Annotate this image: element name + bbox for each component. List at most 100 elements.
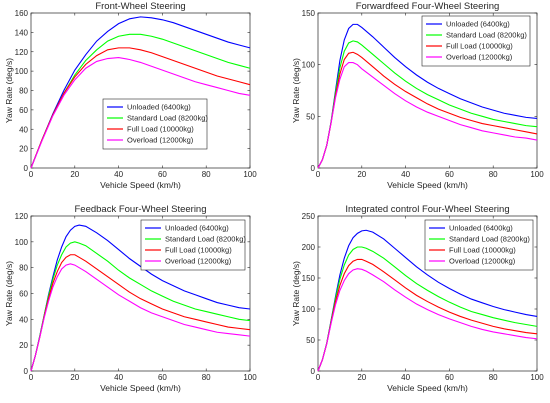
x-tick-label: 100 (530, 170, 544, 179)
series-line-4 (317, 62, 538, 169)
x-tick-label: 60 (445, 170, 454, 179)
x-tick-label: 80 (202, 373, 211, 382)
x-tick-label: 40 (114, 373, 123, 382)
legend-entry: Overload (12000kg) (446, 53, 513, 62)
legend-entry: Full Load (10000kg) (449, 246, 516, 255)
x-tick-label: 40 (401, 170, 410, 179)
chart-panel-4: Integrated control Four-Wheel Steering 0 2… (291, 204, 544, 393)
x-tick-label: 80 (489, 373, 498, 382)
y-tick-label: 0 (24, 367, 29, 376)
y-tick-label: 40 (19, 315, 28, 324)
y-axis-label: Yaw Rate (deg/s) (291, 261, 301, 326)
legend-entry: Unloaded (6400kg) (449, 224, 513, 233)
series-line-1 (317, 229, 538, 372)
series-line-3 (30, 254, 251, 372)
legend-entry: Unloaded (6400kg) (127, 103, 191, 112)
series-line-4 (317, 268, 538, 372)
y-tick-label: 80 (19, 264, 28, 273)
series-line-3 (317, 51, 538, 169)
x-tick-label: 100 (243, 373, 257, 382)
x-axis-label: Vehicle Speed (km/h) (387, 383, 468, 393)
y-tick-label: 0 (24, 164, 29, 173)
y-tick-label: 250 (302, 212, 316, 221)
legend: Unloaded (6400kg) Standard Load (8200kg) F… (140, 219, 246, 271)
series-line-2 (317, 40, 538, 169)
y-tick-label: 100 (302, 305, 316, 314)
legend-entry: Overload (12000kg) (127, 136, 194, 145)
x-tick-label: 20 (357, 170, 366, 179)
legend-entry: Standard Load (8200kg) (127, 114, 208, 123)
y-tick-label: 100 (15, 67, 29, 76)
y-tick-label: 60 (19, 290, 28, 299)
x-axis-label: Vehicle Speed (km/h) (387, 180, 468, 190)
y-axis-label: Yaw Rate (deg/s) (4, 261, 14, 326)
legend: Unloaded (6400kg) Standard Load (8200kg) F… (424, 219, 534, 271)
y-tick-label: 150 (302, 274, 316, 283)
x-tick-label: 100 (243, 170, 257, 179)
chart-panel-1: Front-Wheel Steering 0 20 40 60 80 100 0 20 40 60 8… (4, 1, 257, 190)
y-tick-label: 40 (19, 125, 28, 134)
legend: Unloaded (6400kg) Standard Load (8200kg) F… (102, 98, 208, 150)
legend-entry: Overload (12000kg) (165, 257, 232, 266)
chart-panel-2: Forwardfeed Four-Wheel Steering 0 20 40 60 80… (291, 1, 544, 190)
legend-entry: Full Load (10000kg) (446, 42, 513, 51)
y-axis-label: Yaw Rate (deg/s) (4, 58, 14, 123)
series-line-2 (317, 246, 538, 372)
y-tick-label: 50 (306, 336, 315, 345)
y-tick-label: 120 (15, 212, 29, 221)
x-tick-label: 0 (29, 170, 34, 179)
x-tick-label: 20 (357, 373, 366, 382)
y-tick-label: 20 (19, 341, 28, 350)
x-tick-label: 40 (114, 170, 123, 179)
y-tick-label: 0 (311, 164, 316, 173)
y-tick-label: 80 (19, 87, 28, 96)
x-tick-label: 100 (530, 373, 544, 382)
series-line-4 (30, 57, 251, 169)
legend-entry: Standard Load (8200kg) (165, 235, 246, 244)
y-tick-label: 140 (15, 28, 29, 37)
y-tick-label: 20 (19, 145, 28, 154)
x-tick-label: 0 (29, 373, 34, 382)
y-tick-label: 100 (15, 238, 29, 247)
chart-title: Forwardfeed Four-Wheel Steering (356, 1, 500, 12)
axes-frame (317, 215, 538, 372)
x-tick-label: 60 (158, 373, 167, 382)
x-tick-label: 40 (401, 373, 410, 382)
y-tick-label: 60 (19, 106, 28, 115)
axes-frame (317, 12, 538, 169)
chart-panel-3: Feedback Four-Wheel Steering 0 20 40 60 80 100… (4, 204, 257, 393)
series-line-3 (30, 47, 251, 169)
x-tick-label: 0 (316, 170, 321, 179)
x-tick-label: 80 (202, 170, 211, 179)
legend: Unloaded (6400kg) Standard Load (8200kg) F… (421, 15, 531, 67)
x-tick-label: 20 (70, 170, 79, 179)
chart-title: Feedback Four-Wheel Steering (74, 204, 206, 215)
y-tick-label: 120 (15, 48, 29, 57)
series-line-4 (30, 263, 251, 372)
legend-entry: Overload (12000kg) (449, 257, 516, 266)
y-tick-label: 100 (302, 61, 316, 70)
y-axis-label: Yaw Rate (deg/s) (291, 58, 301, 123)
series-line-2 (30, 241, 251, 372)
legend-entry: Full Load (10000kg) (127, 125, 194, 134)
y-tick-label: 50 (306, 112, 315, 121)
y-tick-label: 0 (311, 367, 316, 376)
y-tick-label: 150 (302, 9, 316, 18)
legend-entry: Unloaded (6400kg) (446, 20, 510, 29)
x-tick-label: 60 (158, 170, 167, 179)
legend-entry: Standard Load (8200kg) (446, 31, 527, 40)
series-line-1 (317, 23, 538, 169)
x-tick-label: 60 (445, 373, 454, 382)
series-line-3 (317, 258, 538, 372)
y-tick-label: 160 (15, 9, 29, 18)
chart-title: Front-Wheel Steering (95, 1, 185, 12)
x-axis-label: Vehicle Speed (km/h) (100, 180, 181, 190)
x-axis-label: Vehicle Speed (km/h) (100, 383, 181, 393)
x-tick-label: 20 (70, 373, 79, 382)
y-tick-label: 200 (302, 243, 316, 252)
chart-title: Integrated control Four-Wheel Steering (345, 204, 509, 215)
legend-entry: Unloaded (6400kg) (165, 224, 229, 233)
legend-entry: Standard Load (8200kg) (449, 235, 530, 244)
legend-entry: Full Load (10000kg) (165, 246, 232, 255)
